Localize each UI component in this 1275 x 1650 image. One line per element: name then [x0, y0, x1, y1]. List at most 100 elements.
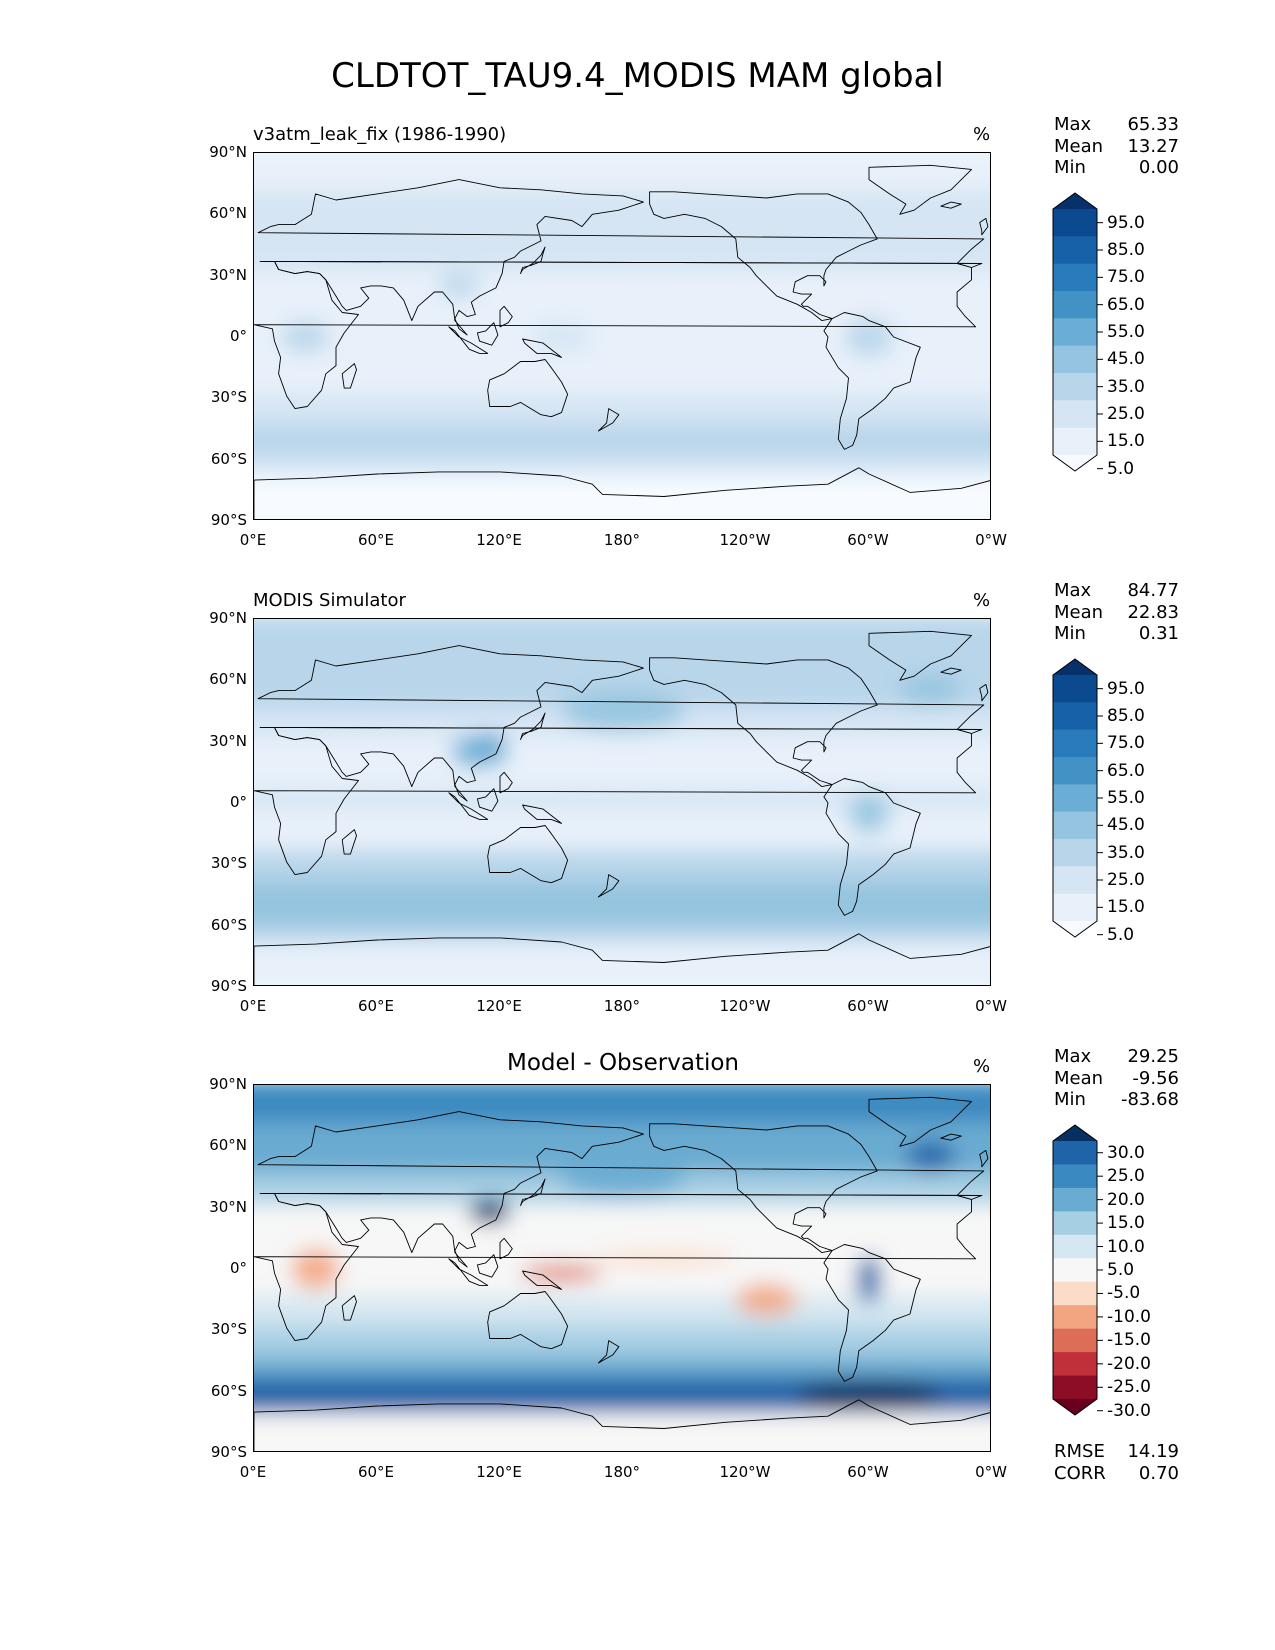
coastline [522, 338, 562, 358]
colorbar-swatch [1053, 675, 1097, 703]
map-canvas [254, 619, 990, 985]
lon-tick-label: 180° [603, 531, 641, 549]
stat-max: Max 29.25 [1054, 1046, 1179, 1068]
coastline [649, 191, 878, 322]
colorbar-swatch [1053, 400, 1097, 429]
colorbar-tick-label: 35.0 [1107, 842, 1145, 863]
coastline [823, 1244, 921, 1382]
coastline [487, 825, 569, 884]
lat-tick-label: 60°S [210, 915, 247, 934]
colorbar-tick-label: 45.0 [1107, 349, 1145, 370]
metric-rmse: RMSE 14.19 [1054, 1441, 1179, 1463]
stat-value: 0.00 [1138, 157, 1179, 178]
colorbar-tick-label: 15.0 [1107, 897, 1145, 918]
colorbar-swatch [1053, 291, 1097, 319]
map-plot [253, 1084, 991, 1452]
colorbar-tick-label: -20.0 [1107, 1353, 1151, 1374]
lon-tick-label: 120°W [719, 997, 771, 1015]
coastline [979, 683, 989, 702]
coastline [823, 312, 921, 450]
colorbar-tick-label: 35.0 [1107, 376, 1145, 397]
contour-anomaly [735, 1283, 798, 1317]
lat-tick-label: 0° [229, 327, 247, 345]
coastline [499, 771, 513, 794]
contour-anomaly [844, 316, 894, 358]
coastlines [254, 630, 990, 985]
units-label: % [973, 1056, 991, 1077]
coastline [979, 217, 989, 236]
lon-tick-label: 0°E [239, 997, 267, 1015]
colorbar-outline [1052, 192, 1098, 472]
colorbar-swatch [1053, 702, 1097, 731]
colorbar-graphic [1052, 192, 1103, 472]
colorbar-tick-label: 5.0 [1107, 458, 1135, 479]
coastline [868, 1096, 972, 1147]
colorbar-extend-max [1053, 193, 1097, 209]
lon-tick-label: 0°W [975, 997, 1007, 1015]
contour-anomaly [280, 320, 330, 354]
lat-tick-label: 30°S [210, 854, 247, 873]
contour-anomaly [290, 1248, 341, 1290]
colorbar-tick-label: 65.0 [1107, 760, 1145, 781]
stat-value: 22.83 [1127, 601, 1179, 623]
coastlines [254, 1096, 990, 1451]
coastline [597, 1340, 620, 1364]
contour-anomaly [561, 690, 685, 732]
colorbar-tick-label: -30.0 [1107, 1400, 1151, 1421]
colorbar-tick-label: 10.0 [1107, 1236, 1145, 1257]
coastline [520, 246, 546, 275]
stats-block: Max 84.77 Mean 22.83 Min 0.31 [1054, 580, 1179, 645]
map-canvas [254, 1085, 990, 1451]
stat-value: -83.68 [1120, 1089, 1179, 1110]
colorbar-swatch [1053, 318, 1097, 347]
stat-mean: Mean -9.56 [1054, 1068, 1179, 1090]
colorbar-swatch [1053, 1164, 1097, 1189]
metric-corr: CORR 0.70 [1054, 1463, 1179, 1485]
coastline [940, 667, 962, 675]
page-title: CLDTOT_TAU9.4_MODIS MAM global [331, 56, 944, 96]
coastline [499, 305, 513, 328]
contour-band [254, 942, 990, 985]
colorbar-tick-label: 55.0 [1107, 322, 1145, 342]
contour-band [254, 1412, 990, 1451]
colorbar-swatch [1053, 839, 1097, 867]
lon-tick-label: 180° [603, 1463, 641, 1481]
stat-value: 29.25 [1127, 1046, 1179, 1067]
contour-field [254, 1085, 990, 1451]
stat-label: Mean [1054, 601, 1104, 623]
contour-anomaly [905, 1140, 956, 1173]
colorbar-tick-label: 15.0 [1107, 431, 1145, 452]
colorbar-tick-label: -25.0 [1107, 1377, 1151, 1398]
colorbar-graphic [1052, 658, 1103, 938]
lon-tick-label: 120°E [476, 531, 522, 549]
stat-min: Min 0.00 [1054, 157, 1179, 179]
coastline [597, 408, 620, 432]
stat-mean: Mean 22.83 [1054, 602, 1179, 624]
units-label: % [973, 590, 991, 611]
lat-tick-label: 0° [229, 1259, 247, 1277]
colorbar-swatch [1053, 373, 1097, 401]
coastline [868, 630, 972, 681]
colorbar-extend-max [1053, 1125, 1097, 1141]
colorbar-swatch [1053, 1305, 1097, 1330]
coastline [597, 874, 620, 898]
colorbar-tick-label: -10.0 [1107, 1306, 1151, 1327]
lon-tick-label: 180° [603, 997, 641, 1015]
coastline [520, 1178, 546, 1207]
lat-tick-label: 90°S [210, 977, 247, 995]
colorbar-swatch [1053, 811, 1097, 840]
metric-label: RMSE [1054, 1441, 1105, 1462]
lat-tick-label: 60°S [210, 1381, 247, 1400]
colorbar-tick-label: 45.0 [1107, 815, 1145, 836]
coastline [476, 788, 499, 812]
coastline [487, 1291, 569, 1350]
coastline [254, 260, 983, 410]
colorbar-swatch [1053, 757, 1097, 785]
map-canvas [254, 153, 990, 519]
colorbar-tick-label: 65.0 [1107, 294, 1145, 315]
panel-title: MODIS Simulator [253, 590, 406, 611]
colorbar-tick-label: -15.0 [1107, 1330, 1151, 1351]
colorbar-tick-label: 95.0 [1107, 678, 1145, 699]
coastline [649, 1123, 878, 1254]
units-label: % [973, 124, 991, 145]
